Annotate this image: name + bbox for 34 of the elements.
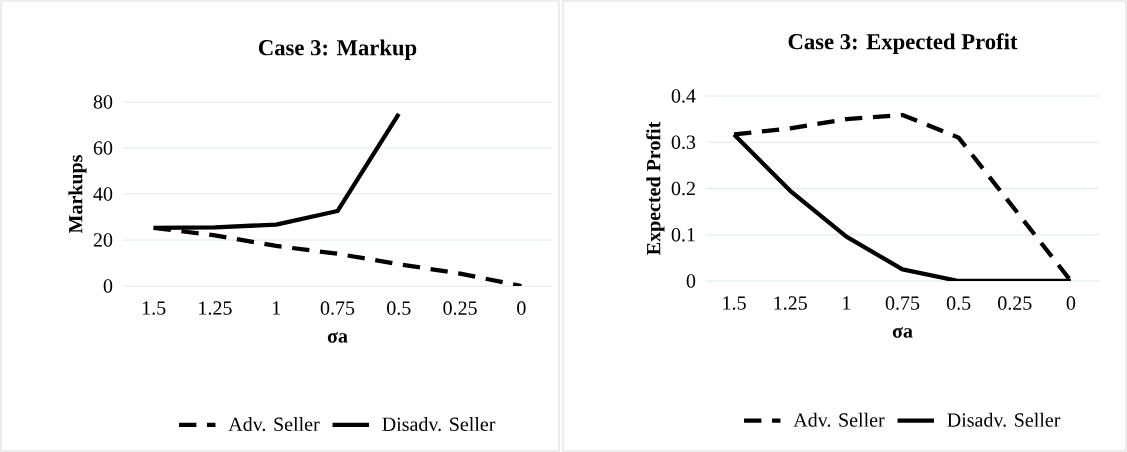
x-tick-label: 0.5 [387, 301, 411, 315]
chart-title: Case 3: Markup [258, 39, 417, 60]
x-tick-label: 1 [272, 301, 281, 315]
y-tick-label: 0.1 [671, 227, 695, 242]
x-tick-label: 0.75 [320, 301, 355, 315]
x-axis-title: σa [327, 332, 348, 343]
x-tick-label: 1.25 [774, 296, 807, 310]
y-tick-label: 0.3 [671, 135, 696, 150]
x-tick-label: 0.25 [998, 296, 1032, 310]
x-tick-label: 1.25 [199, 301, 232, 315]
y-tick-label: 80 [93, 95, 113, 109]
x-tick-label: 0.25 [443, 301, 477, 315]
x-tick-label: 1 [843, 296, 851, 310]
y-tick-label: 40 [93, 187, 113, 201]
legend-label: Adv. Seller [228, 416, 320, 432]
x-axis-title: σa [892, 327, 913, 338]
legend-label: Adv. Seller [793, 412, 885, 427]
x-tick-label: 1.5 [723, 296, 746, 310]
y-axis-title: Expected Profit [646, 121, 665, 255]
y-tick-label: 0.2 [671, 181, 695, 196]
x-tick-label: 0 [517, 301, 526, 315]
legend-label: Disadv. Seller [382, 416, 496, 432]
x-tick-label: 0.5 [946, 296, 971, 310]
x-tick-label: 0 [1066, 296, 1076, 310]
y-tick-label: 20 [93, 233, 113, 247]
x-tick-label: 0.75 [885, 296, 920, 310]
chart-title: Case 3: Expected Profit [788, 33, 1018, 54]
legend-label: Disadv. Seller [947, 412, 1061, 427]
y-tick-label: 0.4 [671, 89, 696, 103]
x-tick-label: 1.5 [142, 301, 166, 315]
y-tick-label: 0 [103, 279, 113, 293]
y-tick-label: 0 [686, 274, 696, 288]
y-tick-label: 60 [93, 141, 113, 155]
y-axis-title: Markups [68, 155, 87, 234]
